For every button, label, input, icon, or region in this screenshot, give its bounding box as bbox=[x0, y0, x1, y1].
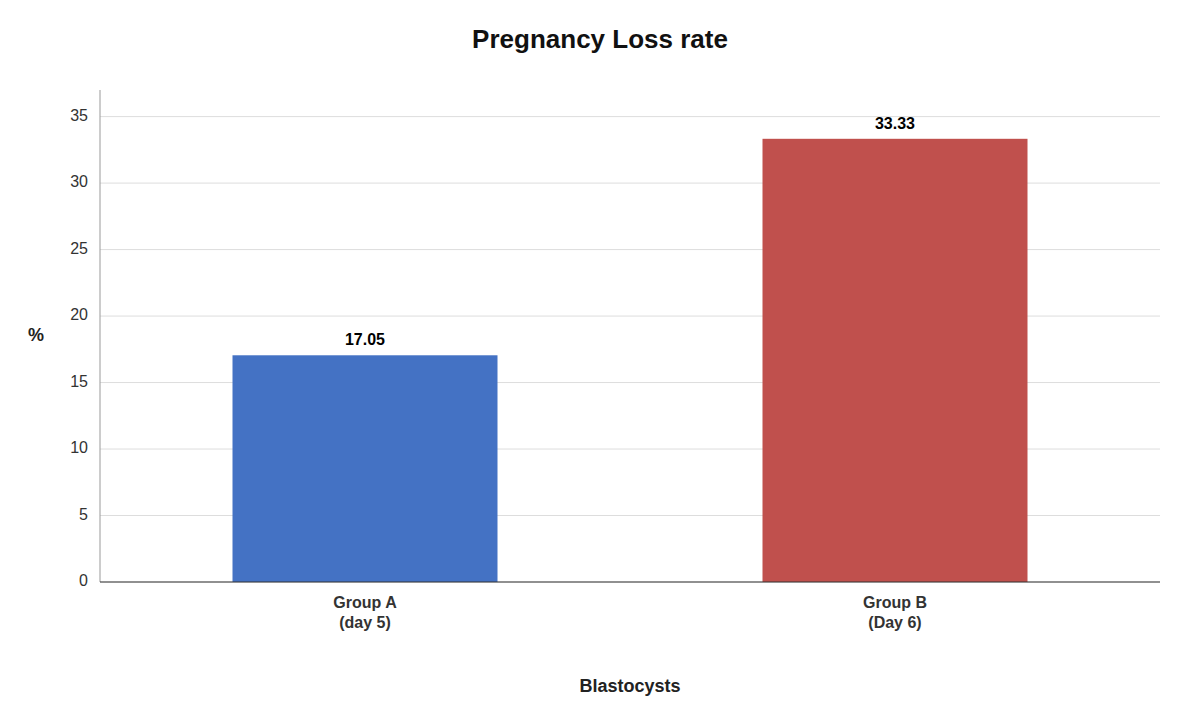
data-label: 33.33 bbox=[875, 115, 915, 132]
data-labels: 17.05 33.33 bbox=[345, 115, 915, 348]
x-tick-label: Group B(Day 6) bbox=[863, 594, 927, 631]
x-ticks: Group A(day 5) Group B(Day 6) bbox=[333, 594, 927, 631]
y-ticks: 0 5 10 15 20 25 30 35 bbox=[70, 107, 88, 589]
y-tick-label: 15 bbox=[70, 373, 88, 390]
grid-line bbox=[100, 582, 1160, 583]
y-tick-label: 0 bbox=[79, 572, 88, 589]
y-tick-label: 20 bbox=[70, 306, 88, 323]
bars bbox=[233, 139, 1028, 582]
x-axis-line bbox=[100, 582, 1160, 583]
y-axis-line bbox=[100, 90, 101, 582]
y-tick-label: 30 bbox=[70, 173, 88, 190]
title: Pregnancy Loss rate bbox=[472, 24, 728, 54]
chart-svg: 0510152025303517.0533.33Group A(day 5)Gr… bbox=[0, 0, 1200, 722]
chart-container: 0510152025303517.0533.33Group A(day 5)Gr… bbox=[0, 0, 1200, 722]
data-label: 17.05 bbox=[345, 331, 385, 348]
y-tick-label: 10 bbox=[70, 439, 88, 456]
y-tick-label: 5 bbox=[79, 506, 88, 523]
x-axis-label: Blastocysts bbox=[579, 676, 680, 696]
y-tick-label: 35 bbox=[70, 107, 88, 124]
grid bbox=[100, 117, 1160, 582]
bar bbox=[763, 139, 1028, 582]
background bbox=[0, 0, 1200, 722]
grid-line bbox=[100, 116, 1160, 117]
x-tick-label: Group A(day 5) bbox=[333, 594, 397, 631]
bar bbox=[233, 355, 498, 582]
y-tick-label: 25 bbox=[70, 240, 88, 257]
y-axis-label: % bbox=[28, 325, 44, 345]
